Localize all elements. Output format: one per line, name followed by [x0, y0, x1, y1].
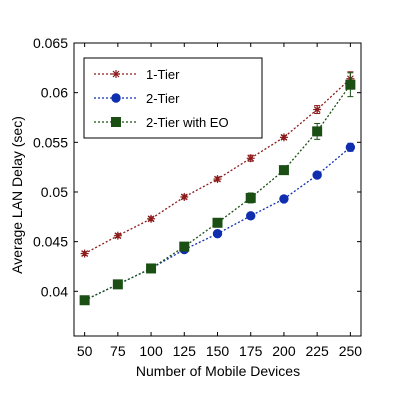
data-point [246, 211, 256, 221]
legend-label: 2-Tier [146, 91, 180, 106]
data-point [312, 126, 323, 137]
x-tick-label: 50 [77, 343, 93, 359]
data-point [179, 241, 190, 252]
y-tick-label: 0.045 [33, 234, 68, 250]
data-point [279, 133, 288, 142]
series-layer [79, 71, 356, 306]
y-tick-label: 0.065 [33, 35, 68, 51]
y-tick-label: 0.04 [41, 283, 68, 299]
x-tick-label: 250 [339, 343, 363, 359]
data-point [213, 175, 222, 184]
data-point [112, 70, 120, 78]
y-tick-label: 0.05 [41, 184, 68, 200]
data-point [112, 279, 123, 290]
data-point [279, 194, 289, 204]
data-point [80, 249, 89, 258]
x-tick-label: 175 [239, 343, 263, 359]
data-point [313, 105, 322, 114]
data-point [146, 263, 157, 274]
data-point [147, 214, 156, 223]
legend-label: 1-Tier [146, 67, 180, 82]
data-point [246, 154, 255, 163]
data-point-stroke [214, 175, 221, 183]
data-point-stroke [180, 193, 188, 201]
data-point [79, 295, 90, 306]
data-point-stroke [280, 133, 288, 141]
y-axis-label: Average LAN Delay (sec) [9, 116, 25, 274]
data-point [180, 192, 189, 201]
data-point-stroke [313, 106, 321, 113]
x-axis-label: Number of Mobile Devices [136, 363, 300, 379]
x-tick-label: 100 [139, 343, 163, 359]
data-point [212, 217, 223, 228]
data-point-stroke [112, 70, 120, 78]
data-point [113, 231, 122, 240]
data-point [278, 165, 289, 176]
data-point [345, 79, 356, 90]
legend: 1-Tier 2-Tier 2-Tier with EO [83, 57, 263, 139]
y-tick-label: 0.06 [41, 85, 68, 101]
data-point [111, 93, 121, 103]
x-tick-label: 150 [206, 343, 230, 359]
data-point [212, 228, 223, 239]
data-point-stroke [247, 154, 255, 162]
axis-layer: 50 75 100 125 150 175 200 225 250 0.04 0.045 0.05 0.… [33, 35, 362, 359]
x-tick-label: 125 [173, 343, 197, 359]
data-point [111, 117, 121, 127]
data-point [245, 192, 256, 203]
series-3 [79, 72, 356, 306]
x-tick-label: 225 [305, 343, 329, 359]
x-tick-label: 75 [110, 343, 126, 359]
data-point-stroke [114, 232, 122, 240]
y-tick-label: 0.055 [33, 134, 68, 150]
series-line [84, 84, 351, 301]
data-point-stroke [81, 250, 89, 257]
data-point [312, 170, 322, 180]
legend-label: 2-Tier with EO [146, 115, 229, 130]
data-point-stroke [147, 215, 155, 223]
x-tick-label: 200 [272, 343, 296, 359]
data-point [345, 142, 356, 152]
